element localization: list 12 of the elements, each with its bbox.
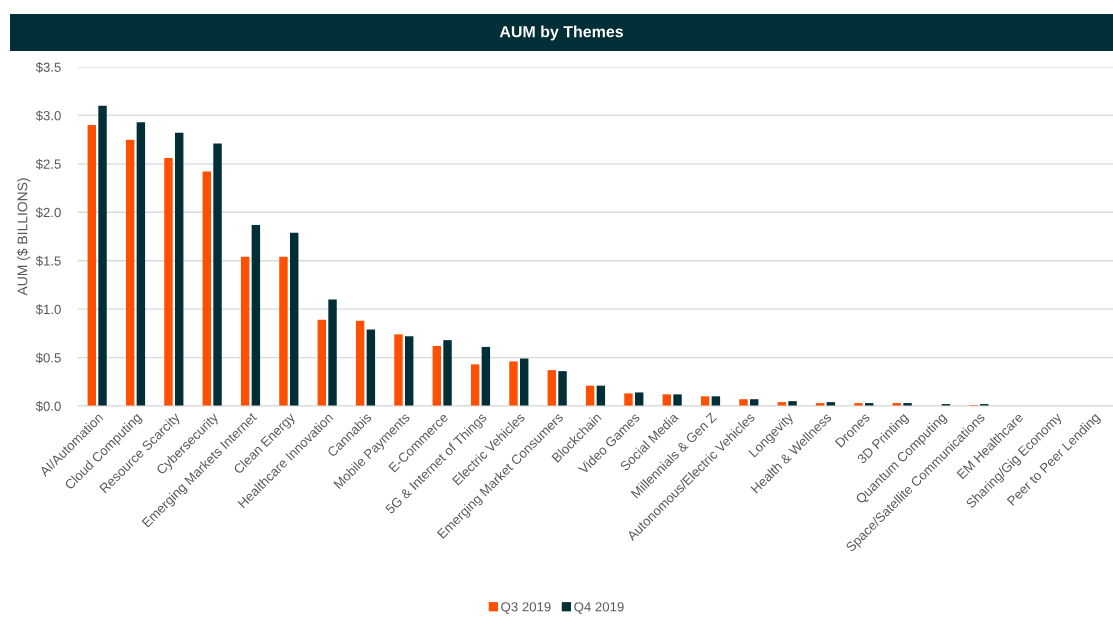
- y-tick-label: $3.5: [35, 62, 61, 73]
- legend-label: Q4 2019: [574, 602, 624, 614]
- chart-title: AUM by Themes: [499, 25, 623, 41]
- legend-label: Q3 2019: [501, 602, 551, 614]
- y-tick-label: $0.0: [35, 401, 61, 412]
- y-tick-label: $1.5: [35, 255, 61, 267]
- y-tick-label: $3.0: [35, 110, 61, 122]
- y-tick-label: $0.5: [35, 352, 61, 364]
- y-tick-label: $1.0: [35, 304, 61, 315]
- y-tick-label: $2.0: [35, 207, 61, 218]
- y-axis-title: AUM ($ BILLIONS): [16, 178, 31, 296]
- y-tick-label: $2.5: [35, 158, 61, 170]
